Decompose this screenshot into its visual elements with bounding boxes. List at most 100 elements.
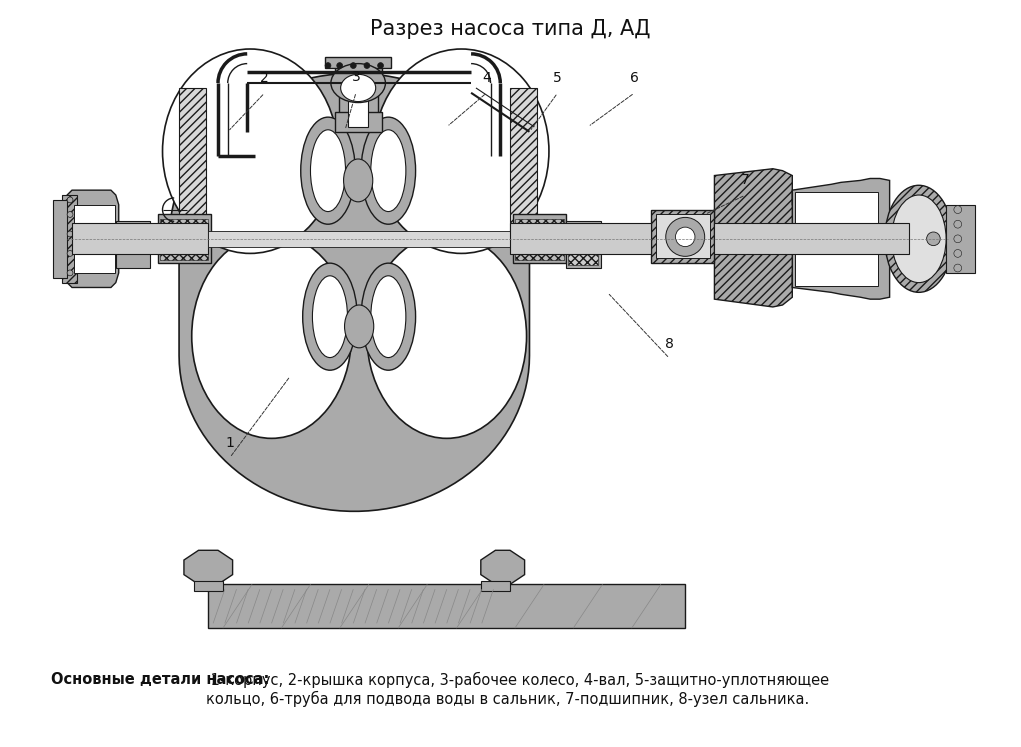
Text: 5: 5: [553, 71, 563, 85]
Ellipse shape: [67, 231, 72, 237]
Ellipse shape: [244, 234, 252, 242]
Ellipse shape: [364, 63, 370, 69]
Ellipse shape: [331, 63, 385, 102]
Text: 4: 4: [482, 71, 491, 85]
Ellipse shape: [192, 234, 351, 438]
Bar: [510, 88, 537, 239]
Bar: [159, 241, 208, 249]
Ellipse shape: [217, 234, 225, 242]
Text: 2: 2: [260, 71, 270, 85]
Bar: [179, 88, 206, 239]
Ellipse shape: [954, 235, 962, 243]
Ellipse shape: [344, 159, 373, 202]
Bar: [569, 241, 597, 252]
Ellipse shape: [381, 234, 388, 242]
Bar: [157, 214, 211, 263]
Bar: [515, 230, 564, 239]
Bar: [569, 227, 597, 238]
Bar: [74, 205, 114, 273]
Ellipse shape: [676, 227, 695, 247]
Ellipse shape: [302, 263, 357, 371]
Bar: [513, 214, 567, 263]
Bar: [515, 220, 564, 228]
Ellipse shape: [310, 130, 345, 211]
Bar: [72, 223, 208, 255]
Ellipse shape: [463, 234, 470, 242]
Polygon shape: [715, 169, 812, 307]
Ellipse shape: [885, 185, 953, 292]
Bar: [159, 220, 208, 228]
Text: 3: 3: [352, 70, 360, 84]
Ellipse shape: [367, 234, 527, 438]
Polygon shape: [64, 190, 118, 288]
Ellipse shape: [325, 63, 331, 69]
Text: 1-корпус, 2-крышка корпуса, 3-рабочее колесо, 4-вал, 5-защитно-уплотняющее
кольц: 1-корпус, 2-крышка корпуса, 3-рабочее ко…: [206, 672, 829, 707]
Ellipse shape: [350, 63, 356, 69]
Ellipse shape: [374, 49, 549, 253]
Bar: [515, 241, 564, 249]
Polygon shape: [169, 73, 539, 239]
Ellipse shape: [891, 195, 946, 282]
Bar: [651, 210, 715, 263]
Bar: [335, 112, 382, 131]
Ellipse shape: [341, 74, 376, 102]
Text: 1: 1: [226, 436, 234, 450]
Ellipse shape: [371, 130, 406, 211]
Bar: [946, 205, 975, 273]
Ellipse shape: [954, 220, 962, 228]
Bar: [339, 80, 378, 117]
Bar: [325, 57, 391, 69]
Bar: [115, 221, 150, 268]
Ellipse shape: [301, 117, 355, 224]
Bar: [348, 78, 368, 127]
Ellipse shape: [67, 197, 72, 202]
Ellipse shape: [378, 63, 384, 69]
Ellipse shape: [353, 234, 361, 242]
Ellipse shape: [954, 264, 962, 272]
Ellipse shape: [67, 211, 72, 217]
Ellipse shape: [666, 217, 704, 256]
Bar: [52, 200, 67, 278]
Bar: [569, 255, 597, 265]
Bar: [159, 230, 208, 239]
Text: 8: 8: [666, 337, 674, 351]
Ellipse shape: [490, 234, 497, 242]
Bar: [567, 221, 600, 268]
Ellipse shape: [299, 234, 306, 242]
Text: Разрез насоса типа Д, АД: Разрез насоса типа Д, АД: [371, 19, 650, 39]
Polygon shape: [792, 179, 889, 299]
Ellipse shape: [927, 232, 940, 246]
Text: 7: 7: [741, 173, 750, 187]
Ellipse shape: [272, 234, 280, 242]
Bar: [657, 214, 710, 258]
Polygon shape: [184, 551, 233, 584]
Bar: [159, 252, 208, 260]
Polygon shape: [481, 551, 525, 584]
Bar: [481, 581, 510, 591]
Polygon shape: [179, 239, 530, 511]
Ellipse shape: [67, 270, 72, 276]
Ellipse shape: [190, 234, 198, 242]
Ellipse shape: [371, 276, 406, 358]
Ellipse shape: [407, 234, 416, 242]
Ellipse shape: [435, 234, 443, 242]
Ellipse shape: [361, 117, 416, 224]
Bar: [179, 232, 537, 244]
Bar: [715, 223, 909, 255]
Ellipse shape: [954, 249, 962, 257]
Bar: [208, 584, 685, 628]
Bar: [208, 231, 511, 247]
Bar: [510, 223, 651, 255]
Bar: [194, 581, 223, 591]
Ellipse shape: [361, 263, 416, 371]
Text: 6: 6: [630, 71, 639, 85]
Bar: [335, 66, 382, 83]
Ellipse shape: [326, 234, 334, 242]
Bar: [62, 195, 77, 282]
Ellipse shape: [337, 63, 343, 69]
Bar: [795, 192, 878, 285]
Ellipse shape: [954, 205, 962, 214]
Ellipse shape: [67, 250, 72, 256]
Text: Основные детали насоса:: Основные детали насоса:: [51, 672, 270, 687]
Ellipse shape: [312, 276, 347, 358]
